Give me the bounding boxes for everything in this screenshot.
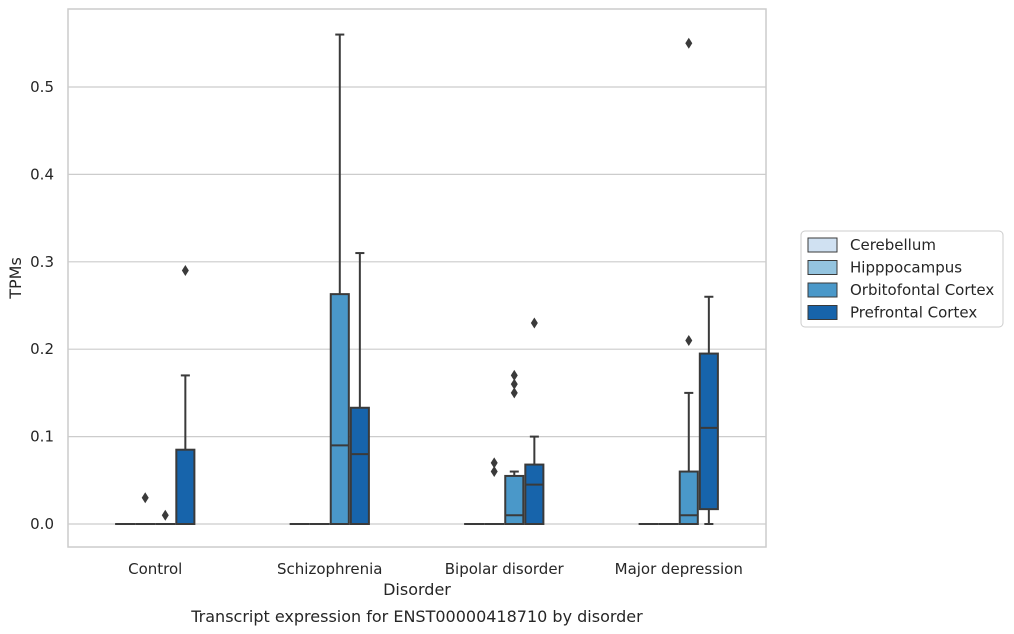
y-tick-label: 0.3 [30,253,54,271]
outlier-point [141,492,149,504]
box-prefrontal-cortex [698,295,719,525]
box-prefrontal-cortex [349,252,370,525]
y-tick-label: 0.4 [30,165,54,183]
x-tick-label: Bipolar disorder [445,560,565,578]
x-tick-labels: Control Schizophrenia Bipolar disorder Majo… [128,560,743,578]
legend-swatch [807,305,838,320]
legend-frame [800,230,1004,328]
figure-caption: Transcript expression for ENST0000041871… [190,607,643,626]
outlier-point [685,37,693,49]
x-tick-label: Major depression [615,560,743,578]
plot-boxes [115,33,719,526]
legend-label: Prefrontal Cortex [850,304,977,322]
outlier-point [510,369,518,381]
y-tick-label: 0.2 [30,340,54,358]
box-orbitofontal-cortex [504,369,525,525]
box-orbitofontal-cortex [678,37,699,525]
box-orbitofontal-cortex [329,33,350,525]
y-tick-labels: 0.0 0.1 0.2 0.3 0.4 0.5 [30,78,54,533]
box-prefrontal-cortex [175,265,196,525]
box-body [349,406,370,525]
outlier-point [510,378,518,390]
box-prefrontal-cortex [524,317,545,525]
legend-label: Orbitofontal Cortex [850,281,994,299]
box-body [504,474,525,525]
outlier-point [530,317,538,329]
legend-swatch [807,260,838,275]
y-tick-label: 0.1 [30,428,54,446]
outlier-point [181,265,189,277]
legend-label: Cerebellum [850,236,936,254]
legend: Cerebellum Hipppocampus Orbitofontal Corte… [800,230,1004,328]
outlier-point [161,509,169,521]
outlier-point [685,334,693,346]
box-body [678,470,699,525]
legend-swatch [807,282,838,298]
x-tick-label: Schizophrenia [277,560,382,578]
outlier-point [510,387,518,399]
box-hipppocampus [135,492,156,526]
plot-frame [67,8,767,548]
legend-swatch [807,237,838,253]
box-body [524,463,545,525]
gridlines [68,86,766,525]
legend-items: Cerebellum Hipppocampus Orbitofontal Corte… [807,236,994,322]
box-body [175,448,196,525]
box-body [698,352,719,511]
outlier-point [490,457,498,469]
x-tick-label: Control [128,560,182,578]
y-tick-label: 0.0 [30,515,54,533]
y-axis-label: TPMs [6,257,25,300]
legend-label: Hipppocampus [850,259,962,277]
box-hipppocampus [484,457,505,526]
x-axis-label: Disorder [383,580,451,599]
box-body [329,293,350,525]
outlier-point [490,466,498,478]
y-tick-label: 0.5 [30,78,54,96]
box-orbitofontal-cortex [155,509,176,526]
